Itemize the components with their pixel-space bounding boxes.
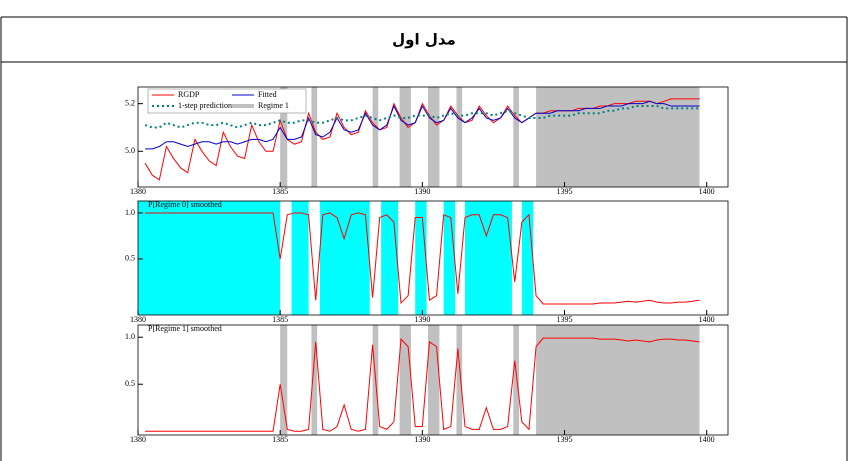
legend-label: 1-step prediction: [178, 101, 232, 110]
x-tick-label: 1395: [557, 315, 573, 324]
regime-shade: [536, 87, 700, 187]
series-line: [145, 212, 700, 305]
x-tick-label: 1380: [130, 435, 146, 444]
y-tick-label: 1.0: [125, 332, 135, 341]
y-tick-label: 0.5: [125, 254, 135, 263]
regime-shade: [311, 87, 318, 187]
regime-shade: [319, 201, 370, 315]
plot-frame: [137, 324, 729, 436]
x-tick-label: 1390: [414, 435, 430, 444]
regime-shade: [138, 201, 281, 315]
regime-shade: [415, 201, 427, 315]
regime-shade: [280, 325, 288, 435]
x-tick-label: 1400: [699, 315, 715, 324]
y-tick-label: 0.5: [125, 379, 135, 388]
x-tick-label: 1400: [699, 435, 715, 444]
regime-shade: [464, 201, 512, 315]
x-tick-label: 1385: [272, 435, 288, 444]
x-tick-label: 1400: [699, 187, 715, 196]
regime-shade: [291, 201, 309, 315]
x-tick-label: 1380: [130, 315, 146, 324]
regime-shade: [513, 325, 520, 435]
legend-label: RGDP: [178, 90, 200, 99]
plot-frame: [137, 200, 729, 316]
y-tick-label: 1.0: [125, 208, 135, 217]
x-tick-label: 1395: [557, 435, 573, 444]
x-tick-label: 1380: [130, 187, 146, 196]
series-line: [145, 100, 700, 150]
regime-shade: [280, 87, 288, 187]
legend-label: Regime 1: [258, 101, 289, 110]
x-tick-label: 1395: [557, 187, 573, 196]
regime-shade: [521, 201, 534, 315]
regime-shade: [399, 87, 411, 187]
regime-shade: [513, 87, 520, 187]
legend-swatch: [232, 104, 254, 108]
panel-title: P[Regime 1] smoothed: [148, 324, 222, 333]
y-tick-label: 5.2: [125, 98, 135, 107]
plot-frame: [137, 86, 729, 188]
regime-shade: [428, 325, 440, 435]
regime-shade: [372, 87, 379, 187]
legend-box: [147, 88, 307, 114]
x-tick-label: 1385: [272, 315, 288, 324]
regime-shade: [443, 201, 456, 315]
panel-title: P[Regime 0] smoothed: [148, 200, 222, 209]
regime-shade: [456, 325, 463, 435]
regime-shade: [428, 87, 440, 187]
regime-shade: [311, 325, 318, 435]
x-tick-label: 1390: [414, 315, 430, 324]
series-line: [145, 337, 700, 432]
header-title: مدل اول: [392, 31, 456, 49]
legend-label: Fitted: [258, 90, 277, 99]
x-tick-label: 1390: [414, 187, 430, 196]
regime-shade: [381, 201, 399, 315]
regime-shade: [399, 325, 411, 435]
regime-shade: [456, 87, 463, 187]
regime-shade: [536, 325, 700, 435]
y-tick-label: 5.0: [125, 146, 135, 155]
x-tick-label: 1385: [272, 187, 288, 196]
